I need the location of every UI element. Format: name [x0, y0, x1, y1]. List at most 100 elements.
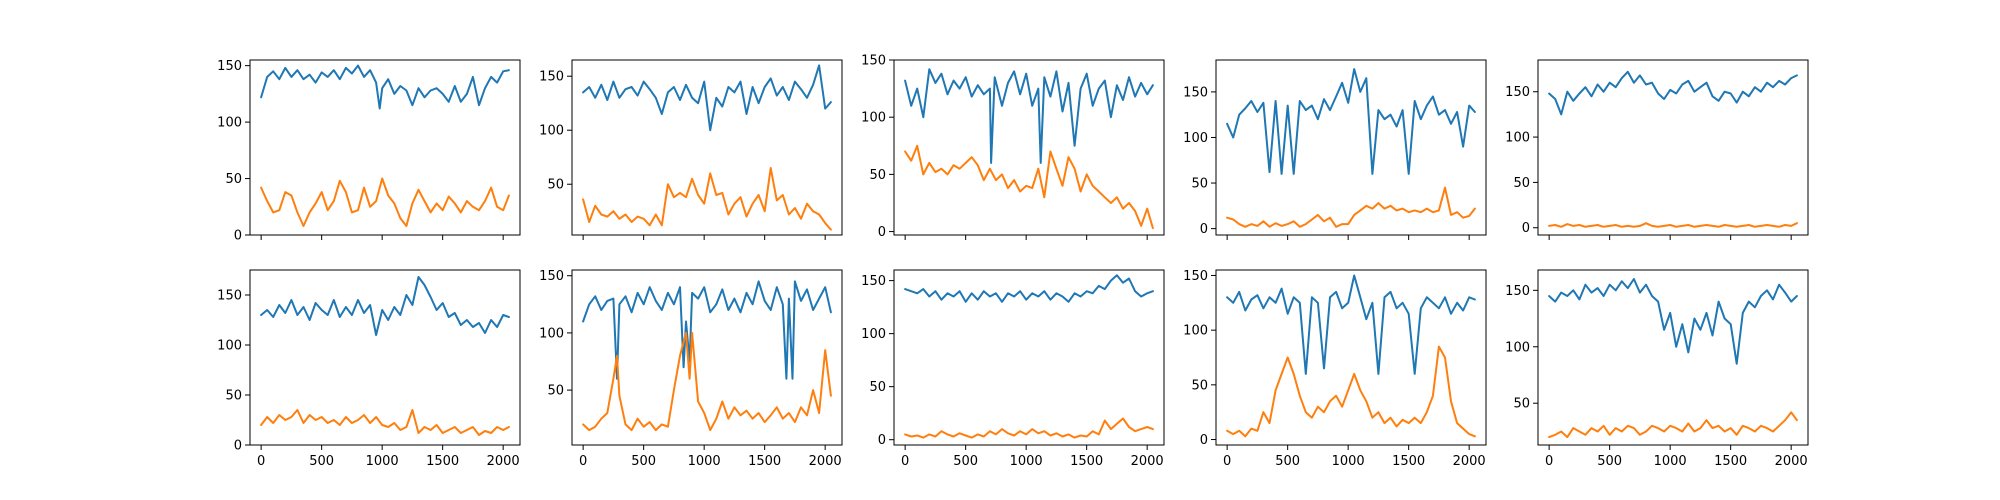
axes-frame	[249, 59, 521, 236]
series-line-2	[904, 417, 1154, 439]
subplot-1: 0 50 100 150	[217, 59, 521, 244]
x-tick-label: 1000	[366, 454, 399, 469]
series-line-1	[260, 276, 510, 336]
y-tick-label: 150	[1505, 85, 1530, 100]
x-tick-label: 500	[631, 454, 656, 469]
x-tick-label: 1000	[1654, 454, 1687, 469]
series-line-1	[260, 64, 510, 110]
x-tick-label: 1000	[688, 454, 721, 469]
x-tick-label: 0	[257, 454, 265, 469]
y-tick-label: 0	[878, 433, 886, 448]
y-tick-label: 150	[861, 54, 886, 69]
axes-frame	[893, 59, 1165, 236]
x-tick-label: 500	[1275, 454, 1300, 469]
series-line-2	[582, 167, 832, 231]
axes-frame	[1537, 59, 1809, 236]
x-tick-label: 1500	[1714, 454, 1747, 469]
y-tick-label: 100	[1505, 131, 1530, 146]
subplot-4: 0 50 100 150	[1183, 59, 1487, 240]
series-line-1	[1548, 278, 1798, 365]
y-tick-label: 100	[861, 111, 886, 126]
axes-frame	[1215, 269, 1487, 446]
y-tick-label: 150	[217, 289, 242, 304]
x-tick-label: 500	[953, 454, 978, 469]
series-line-1	[1226, 68, 1476, 175]
y-tick-label: 100	[1183, 324, 1208, 339]
series-line-2	[582, 331, 832, 432]
x-tick-label: 2000	[809, 454, 842, 469]
x-tick-label: 1500	[426, 454, 459, 469]
series-line-2	[1226, 345, 1476, 438]
x-tick-label: 1500	[748, 454, 781, 469]
y-tick-label: 50	[869, 380, 886, 395]
series-line-1	[582, 280, 832, 380]
series-line-1	[1226, 274, 1476, 375]
x-tick-label: 0	[1545, 454, 1553, 469]
axes-frame	[1537, 269, 1809, 446]
x-tick-label: 1500	[1392, 454, 1425, 469]
y-tick-label: 150	[217, 59, 242, 74]
y-tick-label: 150	[861, 274, 886, 289]
axes-frame	[249, 269, 521, 446]
y-tick-label: 50	[1191, 378, 1208, 393]
y-tick-label: 100	[1505, 340, 1530, 355]
x-tick-label: 2000	[1131, 454, 1164, 469]
x-tick-label: 500	[309, 454, 334, 469]
x-tick-label: 2000	[1453, 454, 1486, 469]
x-tick-label: 0	[901, 454, 909, 469]
y-tick-label: 50	[1513, 176, 1530, 191]
y-tick-label: 100	[217, 339, 242, 354]
series-line-1	[1548, 70, 1798, 116]
x-tick-label: 1000	[1010, 454, 1043, 469]
y-tick-label: 150	[539, 269, 564, 284]
y-tick-label: 50	[225, 172, 242, 187]
y-tick-label: 0	[234, 229, 242, 244]
x-tick-label: 2000	[1775, 454, 1808, 469]
axes-frame	[571, 59, 843, 236]
subplot-5: 0 50 100 150	[1505, 59, 1809, 240]
x-tick-label: 1000	[1332, 454, 1365, 469]
subplot-2: 50 100 150	[539, 59, 843, 240]
series-line-2	[260, 409, 510, 436]
series-line-2	[904, 144, 1154, 230]
y-tick-label: 50	[1513, 397, 1530, 412]
y-tick-label: 50	[1191, 177, 1208, 192]
y-tick-label: 0	[878, 225, 886, 240]
y-tick-label: 150	[1505, 284, 1530, 299]
y-tick-label: 100	[539, 124, 564, 139]
y-tick-label: 50	[869, 168, 886, 183]
y-tick-label: 0	[1200, 222, 1208, 237]
series-line-2	[1548, 222, 1798, 228]
y-tick-label: 50	[547, 178, 564, 193]
series-line-1	[904, 68, 1154, 164]
series-line-2	[1548, 411, 1798, 439]
y-tick-label: 150	[539, 70, 564, 85]
y-tick-label: 100	[217, 116, 242, 131]
subplot-3: 0 50 100 150	[861, 54, 1165, 240]
y-tick-label: 100	[539, 326, 564, 341]
x-tick-label: 2000	[487, 454, 520, 469]
y-tick-label: 0	[234, 439, 242, 454]
series-line-2	[260, 177, 510, 227]
y-tick-label: 100	[1183, 131, 1208, 146]
series-line-1	[904, 274, 1154, 303]
y-tick-label: 0	[1522, 221, 1530, 236]
y-tick-label: 0	[1200, 433, 1208, 448]
y-tick-label: 150	[1183, 269, 1208, 284]
y-tick-label: 50	[547, 384, 564, 399]
series-line-1	[582, 64, 832, 132]
y-tick-label: 50	[225, 389, 242, 404]
y-tick-label: 100	[861, 327, 886, 342]
x-tick-label: 1500	[1070, 454, 1103, 469]
axes-frame	[893, 269, 1165, 446]
y-tick-label: 150	[1183, 85, 1208, 100]
x-tick-label: 500	[1597, 454, 1622, 469]
series-line-2	[1226, 186, 1476, 228]
x-tick-label: 0	[1223, 454, 1231, 469]
